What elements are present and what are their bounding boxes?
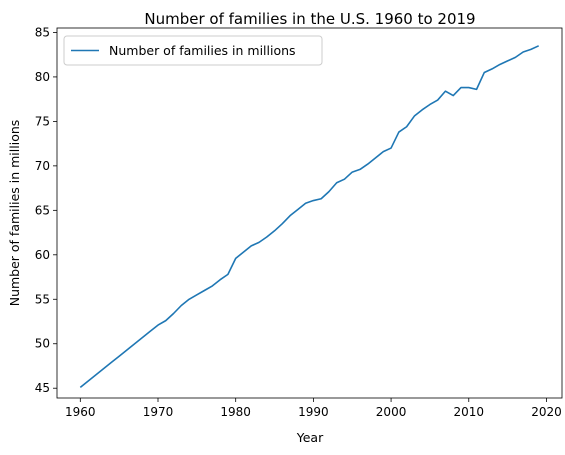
y-tick-label: 60 xyxy=(35,248,50,262)
plot-border xyxy=(56,27,563,399)
legend: Number of families in millions xyxy=(63,35,323,66)
series-layer xyxy=(79,45,540,388)
x-tick-label: 1970 xyxy=(143,405,174,419)
x-axis: 1960 1970 1980 1990 2000 2010 2020 xyxy=(65,398,562,419)
x-tick-label: 2020 xyxy=(531,405,562,419)
x-tick-label: 1960 xyxy=(65,405,96,419)
y-tick-label: 55 xyxy=(35,292,50,306)
x-axis-label: Year xyxy=(296,430,324,445)
y-tick-label: 85 xyxy=(35,25,50,39)
legend-label-families: Number of families in millions xyxy=(109,43,296,58)
y-tick-label: 75 xyxy=(35,114,50,128)
legend-box xyxy=(63,35,323,66)
y-axis-label: Number of families in millions xyxy=(7,120,22,307)
x-tick-label: 2010 xyxy=(453,405,484,419)
series-line-families xyxy=(79,45,540,388)
y-tick-label: 45 xyxy=(35,381,50,395)
x-tick-label: 1990 xyxy=(298,405,329,419)
x-tick-label: 1980 xyxy=(220,405,251,419)
plot-frame xyxy=(57,28,562,398)
x-tick-label: 2000 xyxy=(376,405,407,419)
y-tick-label: 70 xyxy=(35,159,50,173)
y-axis: 45 50 55 60 65 70 75 80 85 xyxy=(35,25,57,395)
y-tick-label: 80 xyxy=(35,70,50,84)
y-tick-label: 65 xyxy=(35,203,50,217)
plot-area: 1960 1970 1980 1990 2000 2010 2020 45 50 55 60 65 7… xyxy=(35,25,563,419)
chart-title: Number of families in the U.S. 1960 to 2… xyxy=(144,10,475,28)
y-tick-label: 50 xyxy=(35,337,50,351)
